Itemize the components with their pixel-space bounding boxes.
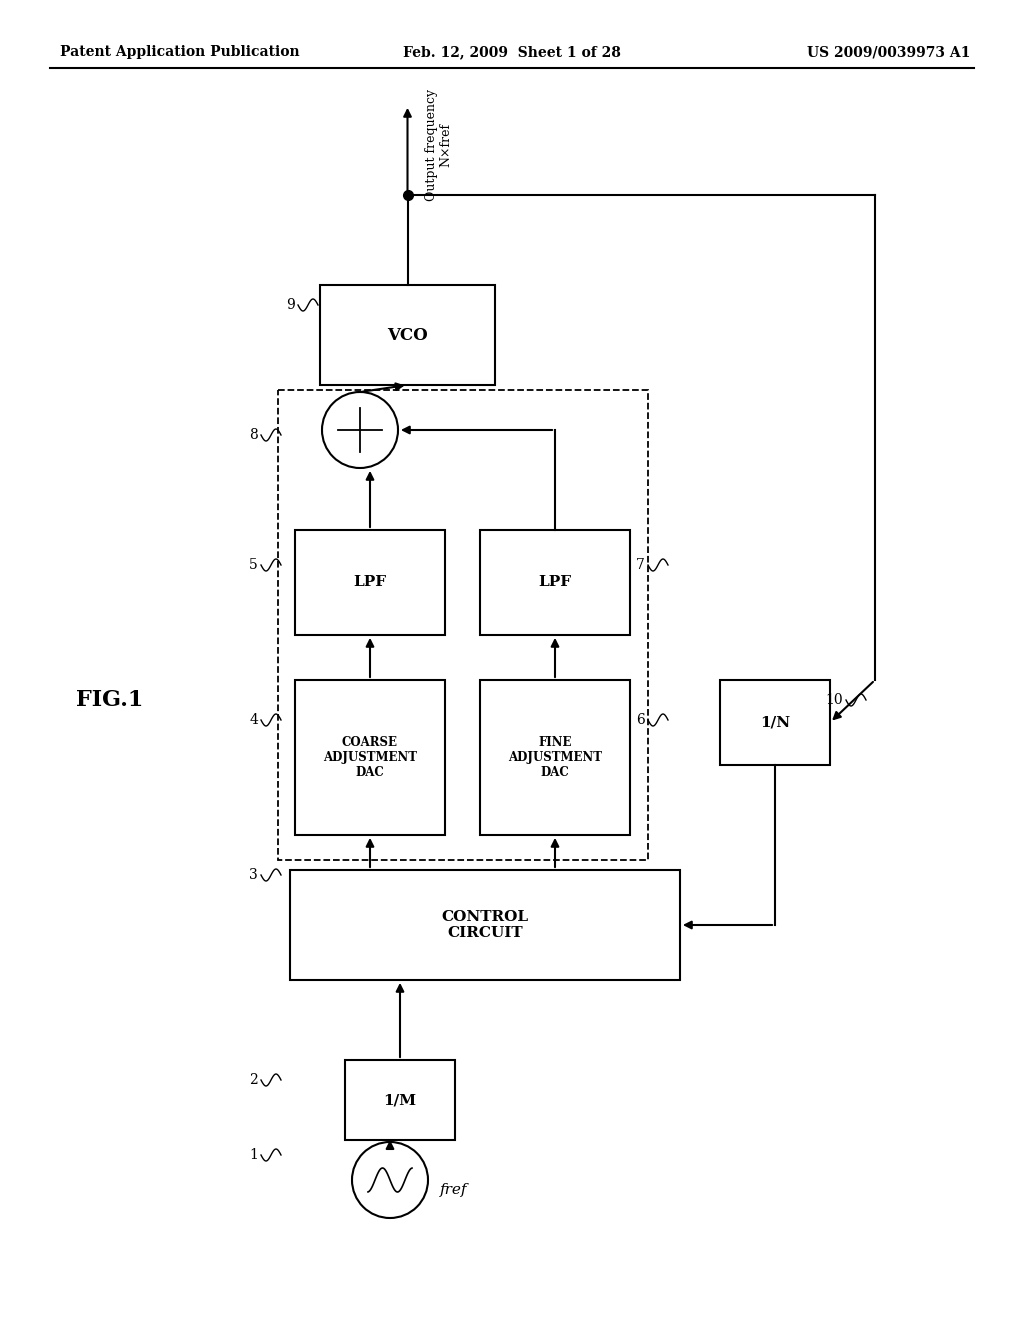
Circle shape [322, 392, 398, 469]
Text: 1/M: 1/M [383, 1093, 417, 1107]
Text: 8: 8 [249, 428, 258, 442]
Circle shape [352, 1142, 428, 1218]
Text: 2: 2 [249, 1073, 258, 1086]
Text: COARSE
ADJUSTMENT
DAC: COARSE ADJUSTMENT DAC [323, 737, 417, 779]
Text: 10: 10 [825, 693, 843, 708]
Bar [278, 389, 648, 861]
Bar [295, 680, 445, 836]
Bar [480, 531, 630, 635]
Text: Patent Application Publication: Patent Application Publication [60, 45, 300, 59]
Bar [319, 285, 495, 385]
Text: 9: 9 [287, 298, 295, 312]
Text: fref: fref [440, 1183, 468, 1197]
Text: LPF: LPF [539, 576, 571, 590]
Bar [480, 680, 630, 836]
Text: VCO: VCO [387, 326, 428, 343]
Text: LPF: LPF [353, 576, 387, 590]
Bar [295, 531, 445, 635]
Bar [290, 870, 680, 979]
Text: Feb. 12, 2009  Sheet 1 of 28: Feb. 12, 2009 Sheet 1 of 28 [403, 45, 621, 59]
Text: CONTROL
CIRCUIT: CONTROL CIRCUIT [441, 909, 528, 940]
Bar [720, 680, 830, 766]
Text: US 2009/0039973 A1: US 2009/0039973 A1 [807, 45, 970, 59]
Text: 1: 1 [249, 1148, 258, 1162]
Text: Output frequency: Output frequency [426, 88, 438, 201]
Text: 6: 6 [636, 713, 645, 727]
Text: 7: 7 [636, 558, 645, 572]
Text: 1/N: 1/N [760, 715, 791, 730]
Text: N×fref: N×fref [439, 123, 453, 168]
Bar [345, 1060, 455, 1140]
Text: 3: 3 [249, 869, 258, 882]
Text: 4: 4 [249, 713, 258, 727]
Text: FINE
ADJUSTMENT
DAC: FINE ADJUSTMENT DAC [508, 737, 602, 779]
Text: 5: 5 [249, 558, 258, 572]
Text: FIG.1: FIG.1 [77, 689, 143, 711]
